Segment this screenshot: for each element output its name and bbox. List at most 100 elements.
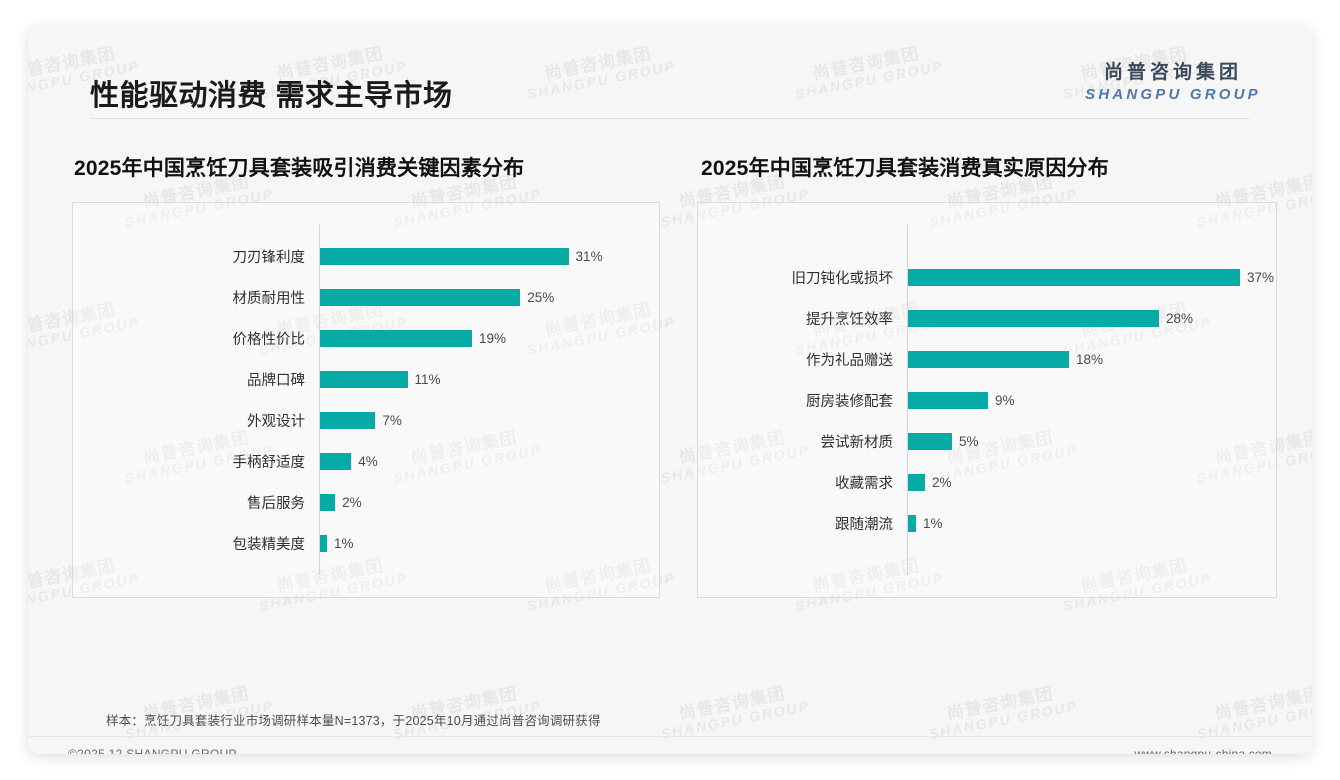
bar-category-label: 手柄舒适度 xyxy=(232,455,306,471)
logo-english-text: SHANGPU GROUP xyxy=(1085,85,1261,103)
bar-track: 7% xyxy=(319,400,659,441)
chart-card-left: 刀刃锋利度 31% 材质耐用性 25% 价格性价比 19% 品牌口碑 11% 外观设计 7% 手柄舒… xyxy=(72,202,660,598)
bar-category-label: 收藏需求 xyxy=(835,475,893,492)
bar-category-label: 作为礼品赠送 xyxy=(806,352,893,369)
bar-category-label: 尝试新材质 xyxy=(820,434,894,451)
chart-panel-right: 2025年中国烹饪刀具套装消费真实原因分布 旧刀钝化或损坏 37% 提升烹饪效率 28… xyxy=(697,152,1277,598)
bar-track: 25% xyxy=(319,277,659,318)
bar-value-label: 5% xyxy=(959,433,979,449)
bar-list-right: 旧刀钝化或损坏 37% 提升烹饪效率 28% 作为礼品赠送 18% 厨房装修配套 9% 尝试新材… xyxy=(698,203,1276,597)
bar-row: 旧刀钝化或损坏 37% xyxy=(698,257,1276,298)
bar-fill xyxy=(319,289,521,306)
bar-list-left: 刀刃锋利度 31% 材质耐用性 25% 价格性价比 19% 品牌口碑 11% 外观设计 7% 手柄舒… xyxy=(73,203,659,597)
bar-fill xyxy=(319,371,408,388)
chart-title-right: 2025年中国烹饪刀具套装消费真实原因分布 xyxy=(701,157,1109,180)
bar-fill xyxy=(319,494,336,511)
bar-row: 品牌口碑 11% xyxy=(73,359,659,400)
bar-value-label: 31% xyxy=(575,249,603,264)
bar-category-label: 旧刀钝化或损坏 xyxy=(791,270,894,287)
bar-fill xyxy=(907,309,1159,327)
bar-track: 2% xyxy=(319,482,659,523)
bar-row: 价格性价比 19% xyxy=(73,318,659,359)
chart-axis-left xyxy=(319,225,320,575)
bar-track: 18% xyxy=(907,339,1276,380)
bar-category-label: 材质耐用性 xyxy=(232,291,306,307)
bar-fill xyxy=(907,350,1069,368)
bar-category-label: 外观设计 xyxy=(247,414,305,430)
bar-fill xyxy=(319,330,472,347)
bar-row: 提升烹饪效率 28% xyxy=(698,298,1276,339)
bar-track: 9% xyxy=(907,380,1276,421)
bar-track: 28% xyxy=(907,298,1276,339)
bar-track: 19% xyxy=(319,318,659,359)
bar-category-label: 品牌口碑 xyxy=(247,373,305,389)
bar-fill xyxy=(907,514,916,532)
copyright-text: ©2025.12 SHANGPU GROUP xyxy=(68,747,237,754)
bar-row: 跟随潮流 1% xyxy=(698,503,1276,544)
bar-value-label: 25% xyxy=(527,290,555,305)
bar-value-label: 37% xyxy=(1247,269,1275,285)
bar-row: 材质耐用性 25% xyxy=(73,277,659,318)
bar-value-label: 1% xyxy=(334,536,354,551)
bar-row: 尝试新材质 5% xyxy=(698,421,1276,462)
bar-track: 5% xyxy=(907,421,1276,462)
bar-value-label: 7% xyxy=(382,413,402,428)
bar-row: 外观设计 7% xyxy=(73,400,659,441)
bar-category-label: 包装精美度 xyxy=(232,537,306,553)
bar-track: 1% xyxy=(907,503,1276,544)
bar-row: 厨房装修配套 9% xyxy=(698,380,1276,421)
bar-row: 刀刃锋利度 31% xyxy=(73,236,659,277)
bar-category-label: 刀刃锋利度 xyxy=(232,250,306,266)
bar-row: 包装精美度 1% xyxy=(73,523,659,564)
bar-fill xyxy=(907,473,925,491)
header-divider xyxy=(90,118,1250,119)
bar-track: 31% xyxy=(319,236,659,277)
bar-value-label: 2% xyxy=(342,495,362,510)
bar-category-label: 售后服务 xyxy=(247,496,305,512)
bar-value-label: 11% xyxy=(414,372,441,387)
bar-value-label: 2% xyxy=(932,474,952,490)
footer-divider xyxy=(28,736,1312,737)
bar-track: 4% xyxy=(319,441,659,482)
sample-footnote: 样本：烹饪刀具套装行业市场调研样本量N=1373，于2025年10月通过尚普咨询… xyxy=(106,714,601,728)
bar-value-label: 1% xyxy=(923,515,943,531)
bar-fill xyxy=(319,453,352,470)
bar-value-label: 19% xyxy=(478,331,506,346)
bar-category-label: 价格性价比 xyxy=(232,332,306,348)
bar-category-label: 提升烹饪效率 xyxy=(806,311,893,328)
bar-row: 手柄舒适度 4% xyxy=(73,441,659,482)
bar-row: 作为礼品赠送 18% xyxy=(698,339,1276,380)
slide-footer: ©2025.12 SHANGPU GROUP www.shangpu-china… xyxy=(28,737,1312,754)
page-title: 性能驱动消费 需求主导市场 xyxy=(90,80,453,112)
bar-fill xyxy=(319,412,376,429)
bar-track: 11% xyxy=(319,359,659,400)
bar-track: 2% xyxy=(907,462,1276,503)
bar-value-label: 28% xyxy=(1166,310,1194,326)
chart-axis-right xyxy=(907,225,908,575)
slide-header: 性能驱动消费 需求主导市场 尚普咨询集团 SHANGPU GROUP xyxy=(28,26,1312,118)
brand-logo: 尚普咨询集团 SHANGPU GROUP xyxy=(1078,62,1268,105)
bar-category-label: 跟随潮流 xyxy=(835,516,893,533)
bar-value-label: 4% xyxy=(358,454,378,469)
bar-track: 1% xyxy=(319,523,659,564)
bar-row: 售后服务 2% xyxy=(73,482,659,523)
bar-row: 收藏需求 2% xyxy=(698,462,1276,503)
chart-card-right: 旧刀钝化或损坏 37% 提升烹饪效率 28% 作为礼品赠送 18% 厨房装修配套 9% 尝试新材… xyxy=(697,202,1277,598)
bar-fill xyxy=(907,432,952,450)
bar-value-label: 18% xyxy=(1076,351,1104,367)
bar-fill xyxy=(907,391,988,409)
chart-panel-left: 2025年中国烹饪刀具套装吸引消费关键因素分布 刀刃锋利度 31% 材质耐用性 25%… xyxy=(72,152,688,598)
website-link[interactable]: www.shangpu-china.com xyxy=(1134,747,1272,754)
bar-fill xyxy=(319,535,328,552)
bar-value-label: 9% xyxy=(995,392,1015,408)
logo-chinese-text: 尚普咨询集团 xyxy=(1103,62,1242,83)
chart-title-left: 2025年中国烹饪刀具套装吸引消费关键因素分布 xyxy=(74,157,525,180)
bar-category-label: 厨房装修配套 xyxy=(806,393,893,410)
slide-card: 尚普咨询集团 SHANGPU GROUP 尚普咨询集团 SHANGPU GROUP 尚普… xyxy=(28,26,1312,754)
bar-track: 37% xyxy=(907,257,1276,298)
bar-fill xyxy=(907,268,1240,286)
bar-fill xyxy=(319,248,569,265)
